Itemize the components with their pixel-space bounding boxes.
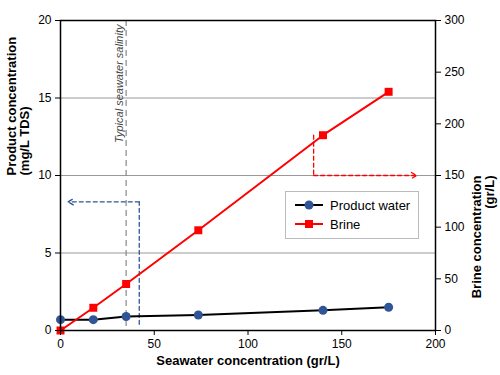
svg-text:Brine concentration(gr/L): Brine concentration(gr/L) [469, 175, 497, 298]
svg-text:300: 300 [445, 13, 465, 27]
svg-text:50: 50 [148, 337, 162, 351]
svg-text:250: 250 [445, 65, 465, 79]
svg-text:Typical seawater salinity: Typical seawater salinity [113, 23, 125, 143]
svg-text:5: 5 [45, 246, 52, 260]
svg-text:100: 100 [445, 220, 465, 234]
html-text:Brine: Brine [330, 216, 361, 232]
svg-text:200: 200 [445, 117, 465, 131]
svg-text:0: 0 [445, 323, 452, 337]
svg-text:150: 150 [445, 168, 465, 182]
svg-text:10: 10 [38, 168, 52, 182]
svg-text:0: 0 [45, 323, 52, 337]
svg-text:100: 100 [238, 337, 258, 351]
svg-text:Seawater concentration (gr/L): Seawater concentration (gr/L) [156, 353, 339, 368]
svg-text:Product concentration(mg/L TDS: Product concentration(mg/L TDS) [4, 37, 32, 176]
svg-text:0: 0 [57, 337, 64, 351]
svg-text:20: 20 [38, 13, 52, 27]
svg-text:15: 15 [38, 91, 52, 105]
svg-text:150: 150 [332, 337, 352, 351]
svg-text:50: 50 [445, 272, 459, 286]
svg-text:200: 200 [425, 337, 445, 351]
html-text:Product water: Product water [330, 197, 411, 213]
